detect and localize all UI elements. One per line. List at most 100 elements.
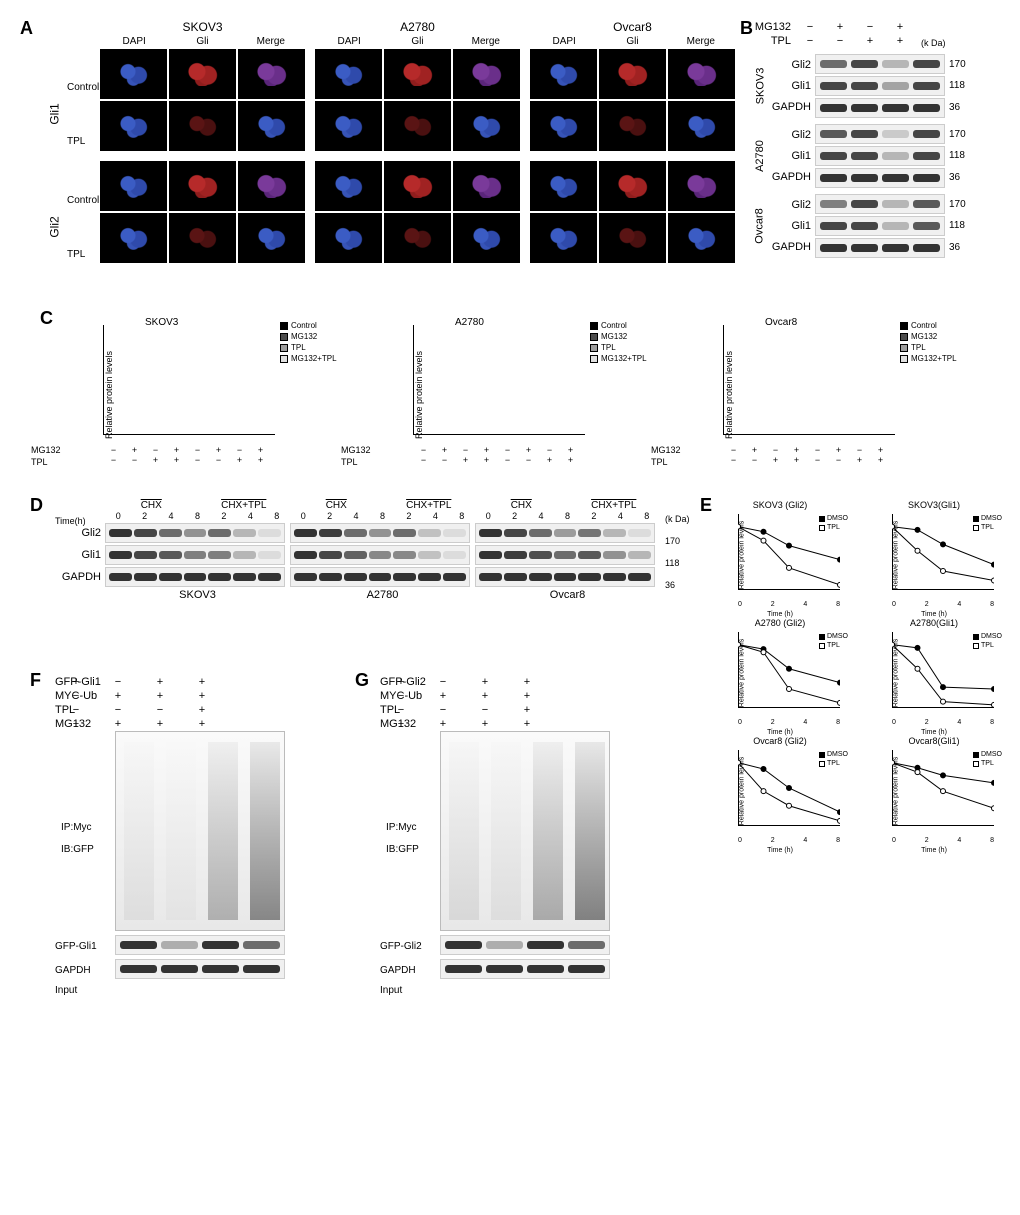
fluorescence-dapi xyxy=(530,49,597,99)
ubiquitin-smear xyxy=(575,742,605,920)
figure: A B C D E F G SKOV3 A2780 Ovcar8 DAPIGli… xyxy=(10,10,1010,1205)
d-blot xyxy=(290,523,470,543)
legend-item: MG132 xyxy=(601,331,627,342)
b-blot xyxy=(815,194,945,214)
b-blot xyxy=(815,98,945,118)
b-blot xyxy=(815,168,945,188)
fluorescence-gli xyxy=(384,161,451,211)
g-input-gli2: GFP-Gli2 xyxy=(380,941,422,952)
d-blot xyxy=(105,545,285,565)
legend-item: TPL xyxy=(911,342,926,353)
ubiquitin-smear xyxy=(124,742,154,920)
line-chart: Ovcar8(Gli1)Relative protein levels0248T… xyxy=(864,736,1004,846)
a-grp-gli2: Gli2 xyxy=(48,216,62,237)
fluorescence-gli xyxy=(169,101,236,151)
fluorescence-gli xyxy=(384,49,451,99)
fluorescence-merge xyxy=(238,101,305,151)
fluorescence-merge xyxy=(453,101,520,151)
a-ch-merge: Merge xyxy=(237,36,305,47)
f-input-gli1: GFP-Gli1 xyxy=(55,941,97,952)
line-chart: SKOV3 (Gli2)Relative protein levels0248T… xyxy=(710,500,850,610)
ubiquitin-smear xyxy=(166,742,196,920)
d-row-gli1: Gli1 xyxy=(55,545,105,565)
fluorescence-merge xyxy=(238,49,305,99)
ubiquitin-smear xyxy=(208,742,238,920)
legend-item: Control xyxy=(601,320,627,331)
bar-chart: Ovcar8Relative protein levelsControlMG13… xyxy=(685,315,975,475)
d-blot xyxy=(290,567,470,587)
d-blot xyxy=(105,523,285,543)
g-ib: IB:GFP xyxy=(386,844,419,856)
panel-e: SKOV3 (Gli2)Relative protein levels0248T… xyxy=(710,500,1010,846)
fluorescence-merge xyxy=(668,101,735,151)
lc-title: Ovcar8 (Gli2) xyxy=(710,736,850,746)
ubiquitin-smear xyxy=(449,742,479,920)
legend-item: TPL xyxy=(291,342,306,353)
b-lab-tpl: TPL xyxy=(750,34,791,48)
b-blot xyxy=(815,146,945,166)
legend-item: MG132+TPL xyxy=(601,353,647,364)
ubiquitin-smear xyxy=(250,742,280,920)
fluorescence-gli xyxy=(384,213,451,263)
fluorescence-dapi xyxy=(315,161,382,211)
d-row-gli2: Gli2 xyxy=(55,523,105,543)
fluorescence-dapi xyxy=(315,213,382,263)
a-grp-gli1: Gli1 xyxy=(48,103,62,124)
lc-title: A2780 (Gli2) xyxy=(710,618,850,628)
f-input-label: Input xyxy=(55,985,77,996)
lc-title: A2780(Gli1) xyxy=(864,618,1004,628)
b-unit: (k Da) xyxy=(915,38,946,48)
fluorescence-merge xyxy=(238,161,305,211)
legend-item: MG132 xyxy=(291,331,317,342)
d-blot xyxy=(475,567,655,587)
fluorescence-dapi xyxy=(315,101,382,151)
ubiquitin-smear xyxy=(491,742,521,920)
a-tr-control: Control xyxy=(67,82,99,93)
fluorescence-gli xyxy=(599,213,666,263)
b-cell-ovcar8: Ovcar8 xyxy=(754,208,766,243)
fluorescence-dapi xyxy=(530,101,597,151)
a-ch-dapi: DAPI xyxy=(100,36,168,47)
panel-label-f: F xyxy=(30,670,41,691)
lc-title: Ovcar8(Gli1) xyxy=(864,736,1004,746)
legend-item: TPL xyxy=(601,342,616,353)
fluorescence-gli xyxy=(599,101,666,151)
panel-b: MG132 TPL −+−+ −−++ (k Da) SKOV3Gli2Gli1… xyxy=(750,20,1000,258)
lc-title: SKOV3 (Gli2) xyxy=(710,500,850,510)
panel-label-g: G xyxy=(355,670,369,691)
fluorescence-dapi xyxy=(100,101,167,151)
ubiquitin-smear xyxy=(533,742,563,920)
panel-c: SKOV3Relative protein levelsControlMG132… xyxy=(65,315,1000,475)
d-time-label: Time(h) xyxy=(55,516,86,526)
bar-chart: SKOV3Relative protein levelsControlMG132… xyxy=(65,315,355,475)
g-input-blot-gapdh xyxy=(440,959,610,979)
bar-chart: A2780Relative protein levelsControlMG132… xyxy=(375,315,665,475)
fluorescence-dapi xyxy=(530,213,597,263)
g-input-label: Input xyxy=(380,985,402,996)
fluorescence-gli xyxy=(169,213,236,263)
b-blot xyxy=(815,76,945,96)
fluorescence-merge xyxy=(668,213,735,263)
line-chart: SKOV3(Gli1)Relative protein levels0248Ti… xyxy=(864,500,1004,610)
fluorescence-merge xyxy=(453,161,520,211)
f-ip: IP:Myc xyxy=(61,822,94,834)
b-lab-mg132: MG132 xyxy=(750,20,791,34)
legend-item: Control xyxy=(911,320,937,331)
fluorescence-merge xyxy=(668,161,735,211)
fluorescence-merge xyxy=(453,49,520,99)
d-blot xyxy=(105,567,285,587)
f-input-blot-gapdh xyxy=(115,959,285,979)
panel-label-d: D xyxy=(30,495,43,516)
fluorescence-gli xyxy=(599,161,666,211)
fluorescence-gli xyxy=(169,49,236,99)
legend-item: Control xyxy=(291,320,317,331)
panel-f: GFP-Gli1+−++MYC-Ub−+++TPL−−−+MG132++++ I… xyxy=(55,675,355,979)
panel-g: GFP-Gli2+−++MYC-Ub−+++TPL−−−+MG132++++ I… xyxy=(380,675,680,979)
a-ch-gli: Gli xyxy=(168,36,236,47)
b-blot xyxy=(815,54,945,74)
fluorescence-merge xyxy=(668,49,735,99)
lc-title: SKOV3(Gli1) xyxy=(864,500,1004,510)
b-cell-skov3: SKOV3 xyxy=(754,68,766,105)
fluorescence-dapi xyxy=(100,213,167,263)
fluorescence-gli xyxy=(384,101,451,151)
